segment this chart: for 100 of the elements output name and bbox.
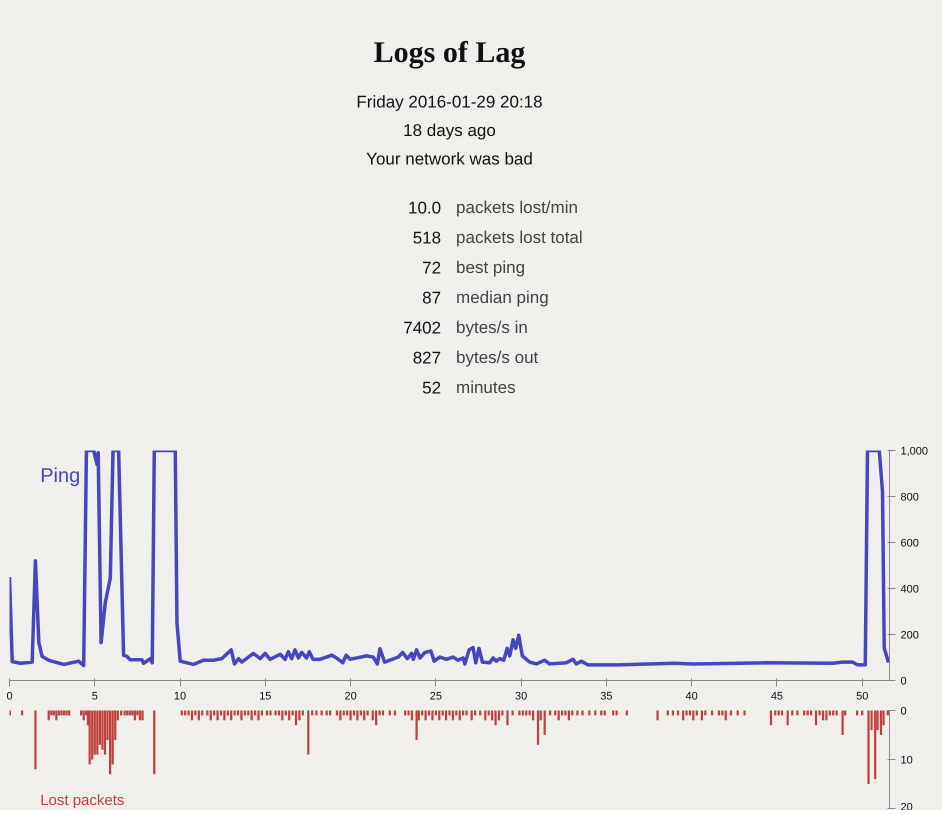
x-tick-label: 10: [174, 690, 186, 702]
bar: [223, 710, 226, 720]
bar: [588, 710, 590, 716]
bar: [266, 710, 268, 716]
text: 52 minutes: [422, 378, 516, 398]
bar: [68, 710, 70, 716]
bar: [874, 710, 876, 780]
bar: [281, 710, 284, 720]
bar: [190, 710, 194, 720]
x-tick-label: 30: [515, 690, 528, 702]
bar: [326, 710, 328, 716]
text: Friday 2016-01-29 20:18 18 days ago Your network was bad: [356, 92, 543, 168]
text: 827 bytes/s out: [412, 348, 539, 368]
bar: [532, 710, 534, 720]
bar: [886, 710, 889, 716]
x-tick-label: 45: [770, 690, 784, 702]
x-tick-label: 0: [6, 690, 13, 702]
bar: [339, 710, 342, 720]
bar: [141, 710, 144, 720]
bar: [458, 710, 461, 720]
line-series: [10, 450, 890, 668]
bar: [356, 710, 359, 720]
text: 518 packets lost total: [412, 228, 583, 248]
bar: [836, 710, 838, 716]
bar: [184, 710, 186, 716]
bar: [803, 710, 806, 716]
bar: [138, 710, 142, 720]
bar: [375, 710, 378, 726]
bar: [796, 710, 799, 716]
bar: [48, 710, 50, 720]
bar: [382, 710, 384, 716]
bar: [198, 710, 200, 720]
bar: [536, 710, 540, 745]
bar: [511, 710, 514, 716]
bar: [576, 710, 579, 716]
bar: [786, 710, 789, 726]
bar: [180, 710, 183, 716]
bar: [124, 710, 126, 716]
bar: [791, 710, 794, 716]
bar: [329, 710, 332, 716]
bar: [626, 710, 628, 716]
bar: [518, 710, 521, 716]
bar: [479, 710, 482, 716]
bar: [612, 710, 614, 716]
bar: [525, 710, 528, 716]
bar: [682, 710, 684, 720]
bar: [216, 710, 219, 720]
bar: [404, 710, 406, 716]
y-tick-label: 10: [900, 754, 913, 766]
y-tick-label: 600: [900, 538, 919, 550]
x-tick-label: 50: [856, 690, 868, 702]
bar: [774, 710, 776, 716]
bar: [822, 710, 824, 720]
x-tick-label: 35: [600, 690, 613, 702]
bar: [806, 710, 809, 716]
bar: [438, 710, 440, 720]
bar: [153, 710, 156, 774]
bar: [861, 710, 864, 716]
bar: [810, 710, 812, 716]
bar: [315, 710, 318, 716]
bar: [856, 710, 858, 716]
bar: [600, 710, 602, 716]
bar: [60, 710, 63, 716]
bar: [730, 710, 732, 716]
y-tick-label: 1,000: [900, 446, 928, 458]
bar: [692, 710, 694, 720]
bar: [230, 710, 232, 720]
bar: [544, 710, 546, 735]
bar: [363, 710, 366, 720]
bar: [96, 710, 98, 755]
bar: [88, 710, 91, 764]
bar: [274, 710, 277, 716]
bar: [841, 710, 844, 735]
bar: [431, 710, 434, 720]
bar: [388, 710, 391, 716]
text: 10.0 packets lost/min: [408, 198, 578, 218]
bar: [104, 710, 106, 755]
bar: [55, 710, 58, 720]
bar: [394, 710, 396, 716]
bar: [880, 710, 882, 735]
bar: [549, 710, 552, 716]
bar: [743, 710, 746, 716]
bar: [424, 710, 427, 720]
y-tick-label: 0: [900, 676, 907, 688]
text: 7402 bytes/s in: [403, 318, 528, 338]
bar: [34, 710, 37, 770]
bar: [109, 710, 112, 774]
bar: [470, 710, 473, 720]
bar: [718, 710, 720, 716]
series-label: Ping: [40, 464, 80, 487]
bar: [62, 710, 66, 716]
text: 72 best ping: [422, 258, 526, 278]
x-tick-label: 5: [92, 690, 98, 702]
bar: [594, 710, 596, 716]
y-tick-label: 200: [900, 630, 919, 642]
bar: [210, 710, 212, 720]
bar: [128, 710, 131, 716]
bar: [257, 710, 260, 720]
bar: [250, 710, 253, 720]
bar: [66, 710, 68, 716]
